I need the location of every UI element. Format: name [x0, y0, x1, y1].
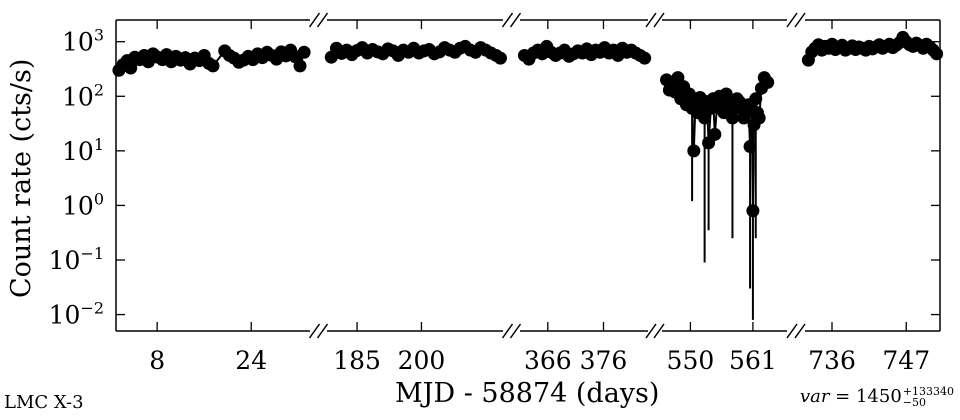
- variability-upper-error: +133340: [902, 385, 954, 398]
- axis-break-mark: [308, 323, 321, 339]
- data-point: [638, 51, 652, 65]
- variability-lower-error: −50: [902, 396, 926, 409]
- y-tick-label: 10−2: [49, 299, 104, 330]
- data-point: [206, 59, 220, 73]
- variability-value: 1450: [855, 386, 902, 407]
- axis-break-mark: [786, 323, 798, 339]
- axis-break-mark: [645, 12, 657, 28]
- source-label: LMC X-3: [4, 392, 84, 413]
- data-point: [297, 45, 311, 59]
- data-point: [293, 59, 307, 73]
- axis-break-mark: [794, 12, 806, 28]
- x-tick-label: 200: [398, 346, 446, 375]
- x-axis-label: MJD - 58874 (days): [395, 378, 660, 409]
- data-point: [761, 75, 775, 89]
- y-tick-label: 101: [62, 135, 104, 166]
- variability-equals: =: [829, 386, 856, 407]
- axis-break-mark: [316, 323, 329, 339]
- y-tick-label: 10−1: [49, 244, 104, 275]
- axis-break-mark: [501, 323, 514, 339]
- x-tick-label: 747: [882, 346, 930, 375]
- y-tick-label: 103: [62, 26, 104, 57]
- axis-break-mark: [501, 12, 514, 28]
- axis-break-mark: [509, 12, 522, 28]
- data-point: [687, 144, 701, 158]
- variability-symbol: var: [799, 386, 830, 407]
- y-axis-label: Count rate (cts/s): [6, 58, 37, 298]
- x-tick-label: 8: [149, 346, 165, 375]
- data-point: [493, 51, 507, 65]
- variability-annotation: var = 1450 +133340 −50: [800, 386, 954, 408]
- axis-break-mark: [308, 12, 321, 28]
- x-tick-label: 550: [667, 346, 715, 375]
- plot-content: [112, 30, 944, 320]
- axes-layer: 8 24 185 200 366 376 550 561 736 747 10−2 10−1 100 10…: [49, 12, 941, 375]
- y-tick-label: 102: [62, 80, 104, 111]
- axis-break-mark: [316, 12, 329, 28]
- axis-break-mark: [645, 323, 657, 339]
- x-tick-label: 736: [808, 346, 856, 375]
- x-tick-label: 24: [235, 346, 267, 375]
- x-tick-label: 376: [580, 346, 628, 375]
- data-point: [752, 111, 766, 125]
- axis-break-mark: [794, 323, 806, 339]
- connector-line: [751, 124, 756, 211]
- data-point: [930, 47, 944, 61]
- data-point: [708, 127, 722, 141]
- data-point: [124, 61, 138, 75]
- axis-break-mark: [509, 323, 522, 339]
- axis-break-mark: [653, 323, 665, 339]
- x-tick-label: 366: [524, 346, 572, 375]
- axis-break-mark: [653, 12, 665, 28]
- x-tick-label: 561: [729, 346, 777, 375]
- axis-break-mark: [786, 12, 798, 28]
- x-tick-label: 185: [333, 346, 381, 375]
- y-tick-label: 100: [62, 189, 104, 220]
